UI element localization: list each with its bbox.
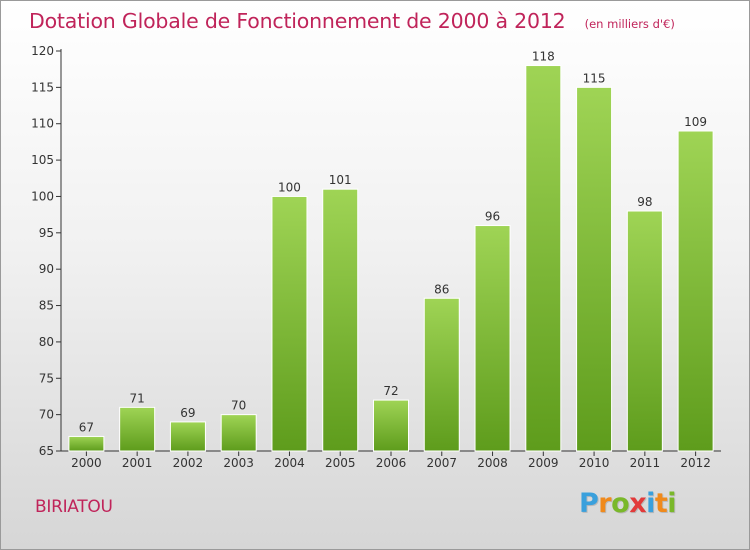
data-labels: 67 71 69 70 100 101 72 86 96 118 115 98 109 <box>79 50 707 435</box>
x-tick-label: 2006 <box>376 456 407 470</box>
bar <box>220 414 257 452</box>
bars <box>68 65 714 452</box>
chart-subtitle: (en milliers d'€) <box>584 17 675 31</box>
x-tick-label: 2007 <box>426 456 457 470</box>
x-tick-label: 2000 <box>71 456 102 470</box>
bar <box>423 297 460 452</box>
bar <box>576 86 613 452</box>
y-tick-label: 70 <box>39 408 54 422</box>
bar <box>271 195 308 452</box>
bar <box>677 130 714 452</box>
commune-name: BIRIATOU <box>35 497 113 517</box>
y-tick-label: 120 <box>31 44 54 58</box>
x-tick-label: 2001 <box>122 456 153 470</box>
logo-letter: i <box>646 488 655 519</box>
x-tick-label: 2009 <box>528 456 559 470</box>
logo-letter: o <box>611 488 630 519</box>
logo-letter: t <box>654 488 668 519</box>
data-label: 70 <box>231 399 246 413</box>
y-tick-label: 100 <box>31 189 54 203</box>
data-label: 72 <box>383 384 398 398</box>
x-tick-label: 2012 <box>680 456 711 470</box>
bar <box>169 421 206 452</box>
logo-letter: x <box>629 488 647 519</box>
data-label: 96 <box>485 210 500 224</box>
y-tick-label: 75 <box>39 371 54 385</box>
y-tick-label: 115 <box>31 80 54 94</box>
data-label: 115 <box>583 71 606 85</box>
bar <box>322 188 359 452</box>
bar <box>626 210 663 452</box>
y-tick-label: 95 <box>39 226 54 240</box>
logo-letter: r <box>598 488 612 519</box>
x-tick-label: 2003 <box>223 456 254 470</box>
proxiti-logo: Proxiti <box>579 488 677 519</box>
chart-title: Dotation Globale de Fonctionnement de 20… <box>29 9 566 33</box>
data-label: 67 <box>79 420 94 434</box>
x-tick-label: 2005 <box>325 456 356 470</box>
data-label: 71 <box>130 391 145 405</box>
data-label: 109 <box>684 115 707 129</box>
y-tick-label: 85 <box>39 299 54 313</box>
x-tick-label: 2010 <box>579 456 610 470</box>
bar <box>119 406 156 452</box>
y-tick-label: 110 <box>31 117 54 131</box>
x-tick-label: 2004 <box>274 456 305 470</box>
y-tick-label: 65 <box>39 444 54 458</box>
x-tick-label: 2011 <box>630 456 661 470</box>
bar <box>474 225 511 452</box>
data-label: 118 <box>532 50 555 64</box>
bar <box>68 435 105 452</box>
x-tick-label: 2008 <box>477 456 508 470</box>
data-label: 86 <box>434 282 449 296</box>
title-row: Dotation Globale de Fonctionnement de 20… <box>29 9 675 33</box>
data-label: 101 <box>329 173 352 187</box>
bar <box>525 65 562 452</box>
data-label: 69 <box>180 406 195 420</box>
axes: 65 70 75 80 85 90 95 100 105 110 115 120 2000 2001 200… <box>31 44 721 470</box>
logo-letter: P <box>579 488 599 519</box>
y-tick-label: 90 <box>39 262 54 276</box>
logo-letter: i <box>667 488 677 519</box>
data-label: 100 <box>278 180 301 194</box>
y-tick-label: 80 <box>39 335 54 349</box>
y-tick-label: 105 <box>31 153 54 167</box>
bar <box>373 399 409 452</box>
data-label: 98 <box>637 195 652 209</box>
x-tick-label: 2002 <box>173 456 204 470</box>
